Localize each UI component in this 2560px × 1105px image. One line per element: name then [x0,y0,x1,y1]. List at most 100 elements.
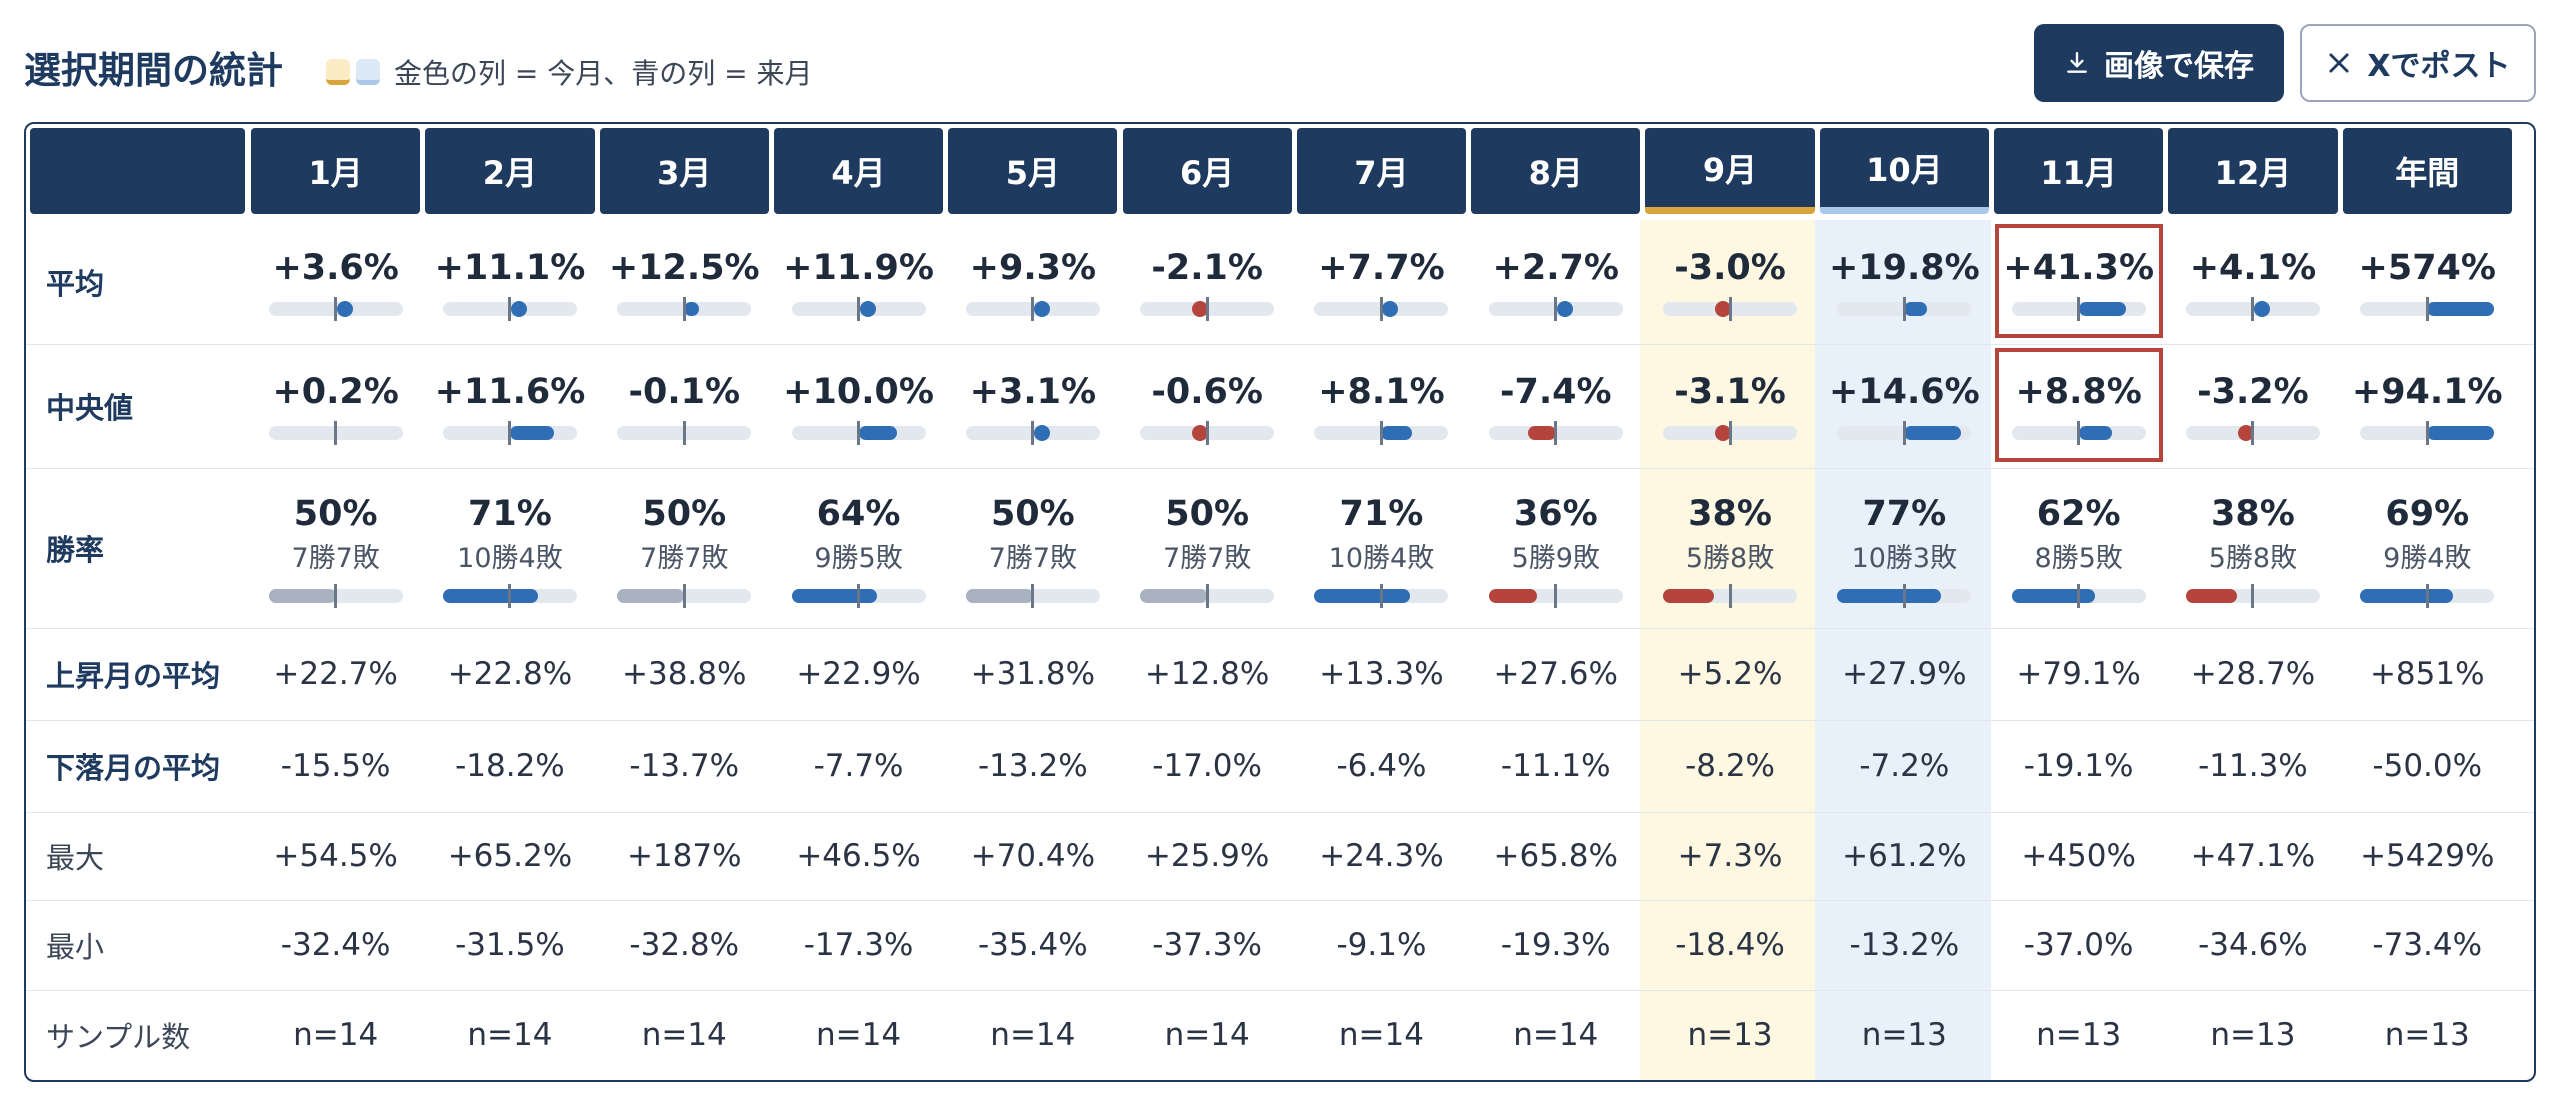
cell-value: -17.0% [1152,748,1262,784]
win-rate-fill [2360,588,2453,603]
cell-value: +10.0% [783,372,934,412]
table-cell: 50% 7勝7敗 [948,468,1118,628]
table-cell: +3.1% [948,344,1118,468]
table-cell: +41.3% [1994,220,2164,344]
win-rate-bar [1140,583,1275,608]
value-bar [1314,421,1449,445]
win-rate-fill [1663,588,1714,603]
win-rate-bar [442,583,577,608]
table-cell: +11.1% [425,220,595,344]
value-bar-fill [509,426,555,440]
midpoint-tick [1379,583,1383,608]
table-cell: n=13 [2168,990,2338,1080]
cell-value: +22.8% [447,656,573,692]
cell-value: +12.5% [608,248,760,288]
row-label-down-avg: 下落月の平均 [46,751,221,785]
cell-win-loss: 9勝5敗 [814,542,903,574]
cell-value: n=13 [2036,1017,2122,1053]
month-header-3: 3月 [599,128,769,214]
table-cell: +65.8% [1471,812,1641,900]
table-cell: +79.1% [1994,628,2164,720]
table-cell: -9.1% [1296,900,1466,990]
value-bar [965,421,1100,445]
value-bar-fill [1904,302,1928,316]
row-separator [26,812,2534,813]
value-dot [1715,425,1732,441]
table-cell: -17.3% [774,900,944,990]
close-icon [2329,53,2349,73]
cell-value: -11.1% [1500,748,1611,784]
cell-value: n=14 [641,1017,727,1053]
cell-value: 64% [816,493,901,534]
zero-tick [682,297,686,321]
value-bar [442,421,577,445]
value-bar-fill [1904,426,1961,440]
table-cell: -2.1% [1122,220,1292,344]
table-cell: -8.2% [1645,720,1815,812]
table-cell: -18.4% [1645,900,1815,990]
zero-tick [1031,421,1035,445]
midpoint-tick [508,583,512,608]
table-cell: n=14 [1471,990,1641,1080]
cell-value: 62% [2036,493,2121,534]
table-cell: 50% 7勝7敗 [599,468,769,628]
cell-value: +3.1% [969,372,1097,412]
zero-tick [1902,297,1906,321]
table-cell: +3.6% [251,220,421,344]
table-cell: -3.1% [1645,344,1815,468]
table-cell: -0.1% [599,344,769,468]
cell-value: +0.2% [272,372,399,412]
table-cell: -11.3% [2168,720,2338,812]
cell-value: +25.9% [1144,838,1270,874]
win-rate-fill [617,588,685,603]
row-separator [26,720,2534,721]
midpoint-tick [1728,583,1732,608]
table-cell: +11.6% [425,344,595,468]
cell-win-loss: 5勝8敗 [1685,542,1775,574]
cell-value: +9.3% [969,248,1097,288]
value-bar-fill [1527,426,1556,440]
cell-value: -18.4% [1675,927,1785,963]
row-separator [26,900,2534,901]
midpoint-tick [1554,583,1558,608]
cell-win-loss: 7勝7敗 [1162,542,1252,574]
table-cell: +94.1% [2342,344,2512,468]
cell-value: n=14 [1513,1017,1599,1053]
table-cell: +27.9% [1819,628,1989,720]
stats-header: 選択期間の統計 金色の列 = 今月、青の列 = 来月 画像で保存 Xでポスト [0,0,2560,125]
cell-value: n=14 [816,1017,902,1053]
value-bar-fill [2427,426,2495,440]
win-rate-bar [791,583,926,608]
table-cell: -7.7% [774,720,944,812]
cell-value: +65.2% [447,838,573,874]
cell-value: -34.6% [2198,927,2308,963]
cell-value: -7.4% [1499,372,1612,412]
cell-value: -13.2% [1849,927,1960,963]
table-cell: +22.8% [425,628,595,720]
table-cell: +13.3% [1296,628,1466,720]
post-to-x-button[interactable]: Xでポスト [2300,24,2536,102]
win-rate-fill [2011,588,2095,603]
cell-value: +47.1% [2190,838,2316,874]
save-image-button[interactable]: 画像で保存 [2034,24,2284,102]
cell-value: +46.5% [796,838,921,874]
table-cell: -17.0% [1122,720,1292,812]
zero-tick [1902,421,1906,445]
table-cell: +4.1% [2168,220,2338,344]
cell-win-loss: 8勝5敗 [2034,542,2123,574]
table-cell: +22.7% [251,628,421,720]
zero-tick [1205,421,1209,445]
zero-tick [1031,297,1035,321]
cell-value: -0.6% [1151,372,1263,412]
legend-text: 金色の列 = 今月、青の列 = 来月 [394,57,813,90]
value-dot [1715,301,1732,317]
win-rate-bar [1488,583,1623,608]
cell-value: +54.5% [273,838,398,874]
cell-value: -6.4% [1336,748,1427,784]
win-rate-bar [1837,583,1972,608]
cell-value: +4.1% [2189,248,2317,288]
win-rate-fill [965,588,1033,603]
cell-value: +27.6% [1493,656,1618,692]
row-separator [26,468,2534,469]
value-bar [791,297,926,321]
